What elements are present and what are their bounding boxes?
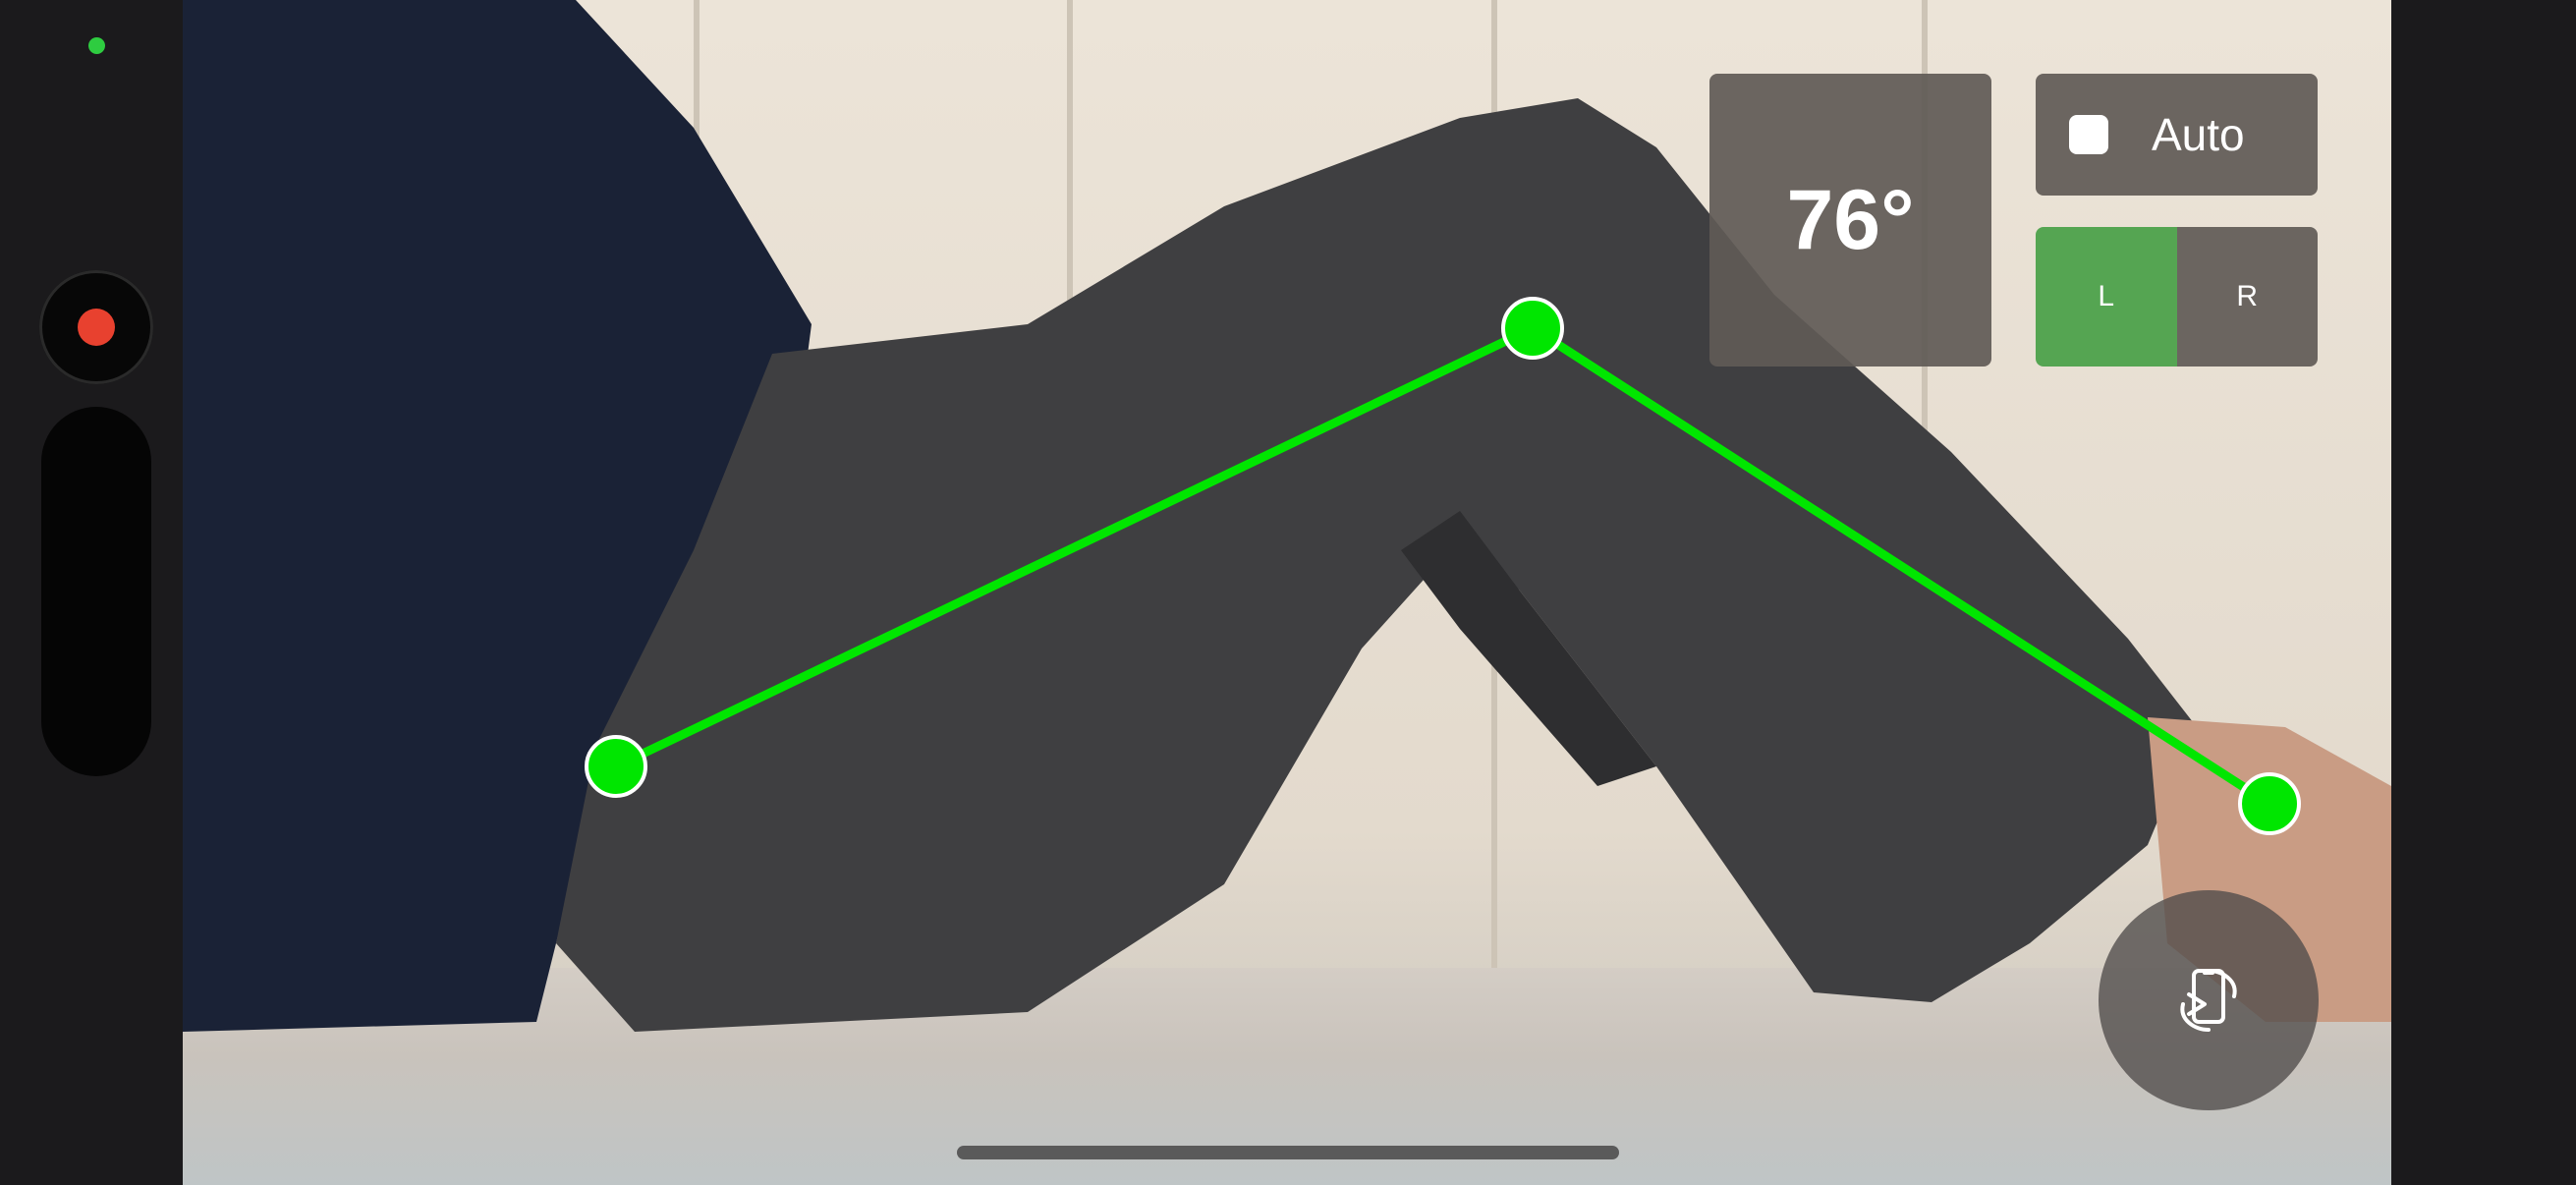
auto-checkbox[interactable] xyxy=(2069,115,2108,154)
shin-line xyxy=(1528,323,2274,809)
hip-joint-handle[interactable] xyxy=(585,735,647,798)
side-selector: L R xyxy=(2036,227,2318,367)
auto-label: Auto xyxy=(2152,109,2245,160)
left-camera-rail xyxy=(0,0,183,1185)
zoom-slider[interactable] xyxy=(41,407,151,776)
rotate-camera-icon xyxy=(2180,969,2237,1032)
ankle-joint-handle[interactable] xyxy=(2238,772,2301,835)
record-icon xyxy=(78,309,115,346)
knee-joint-handle[interactable] xyxy=(1501,297,1564,360)
home-indicator[interactable] xyxy=(957,1146,1619,1159)
side-right-label: R xyxy=(2236,280,2259,312)
camera-active-indicator xyxy=(88,37,105,54)
angle-value: 76° xyxy=(1786,172,1915,267)
auto-toggle[interactable]: Auto xyxy=(2036,74,2318,196)
side-left-button[interactable]: L xyxy=(2036,227,2177,367)
side-left-label: L xyxy=(2098,280,2115,312)
angle-readout: 76° xyxy=(1709,74,1991,367)
rotate-camera-button[interactable] xyxy=(2099,890,2319,1110)
record-button[interactable] xyxy=(39,270,153,384)
pants-shade xyxy=(1401,511,1656,786)
side-right-button[interactable]: R xyxy=(2176,227,2318,367)
thigh-line xyxy=(611,323,1538,771)
right-camera-rail xyxy=(2391,0,2576,1185)
